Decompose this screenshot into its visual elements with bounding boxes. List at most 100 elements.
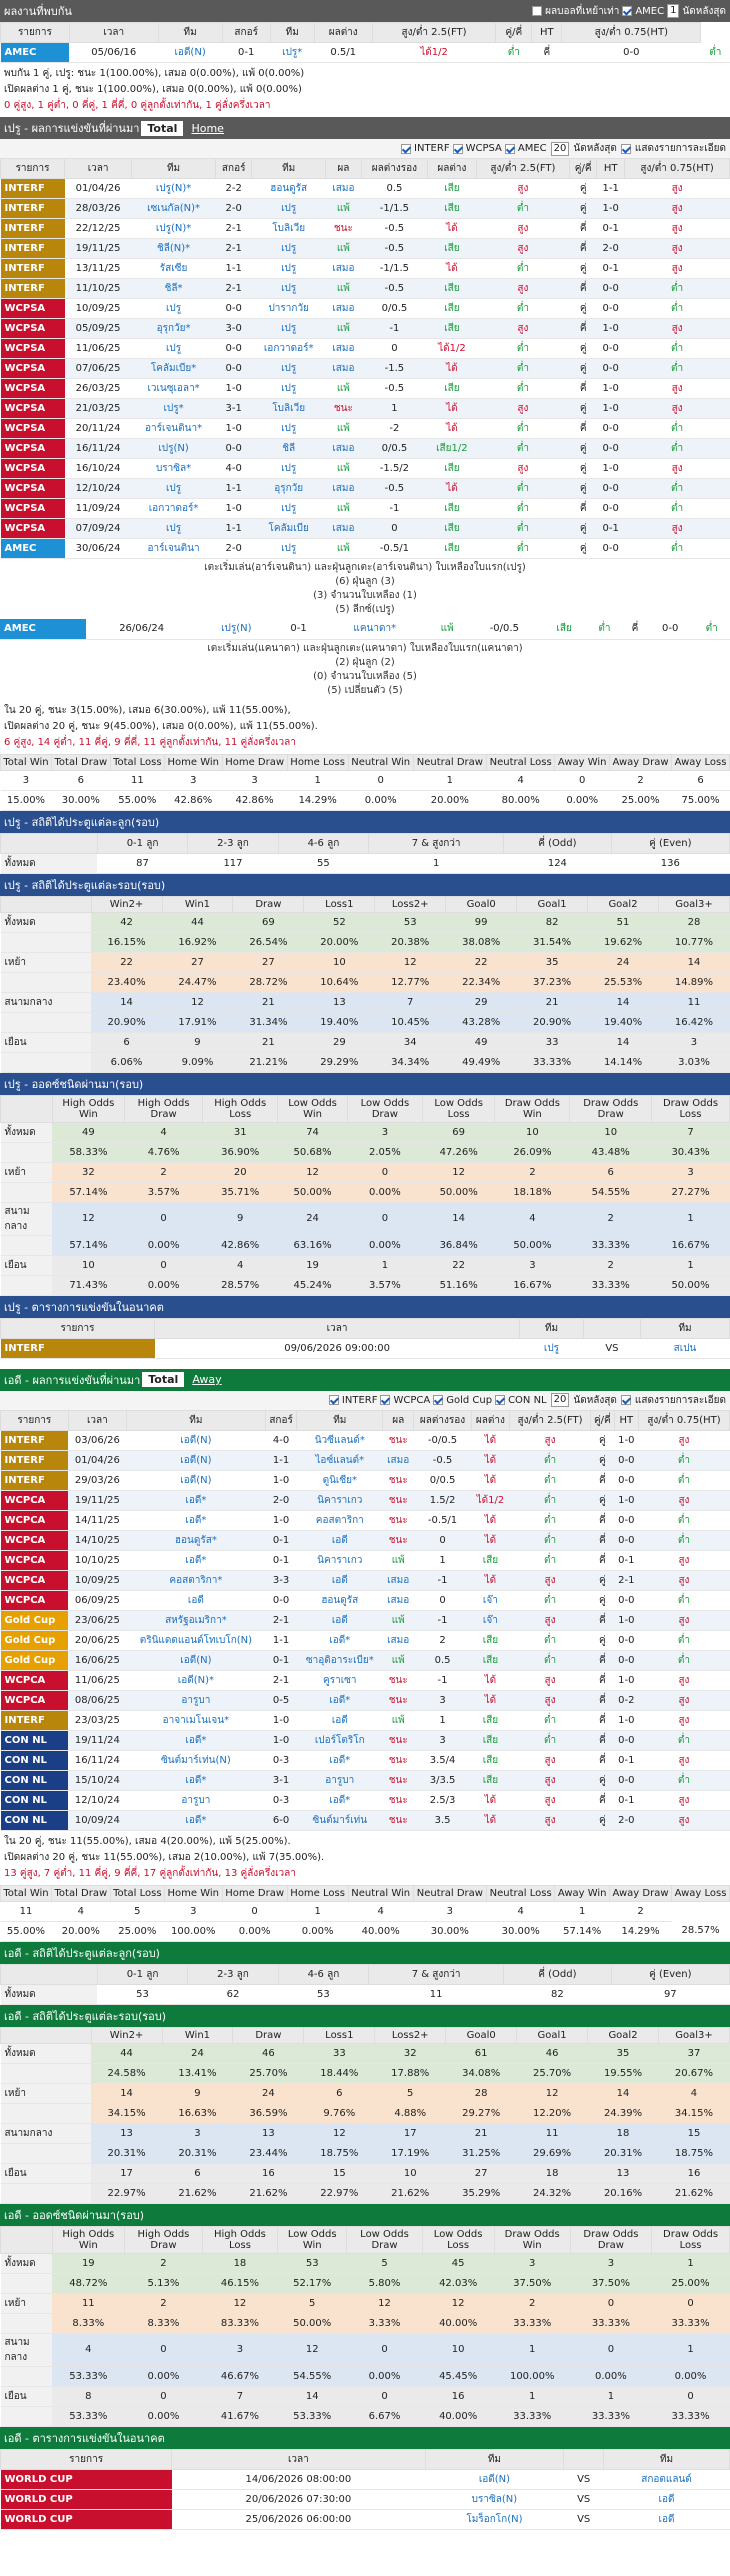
peru-cell-2[interactable]: เวเนซุเอลา* — [131, 378, 216, 399]
adi-fix-cell-2[interactable]: โมร็อกโก(N) — [425, 2509, 564, 2530]
peru-cell-2[interactable]: อุรุกวัย* — [131, 318, 216, 339]
tab-peru-home[interactable]: Home — [191, 121, 224, 135]
adi-cell-0[interactable]: WCPCA — [0, 1550, 69, 1571]
peru-cell-2[interactable]: ชิลี(N)* — [131, 238, 216, 259]
adi-fix-cell-4[interactable]: เอดี — [603, 2489, 730, 2510]
adi-cell-0[interactable]: WCPCA — [0, 1570, 69, 1591]
adi-cell-0[interactable]: INTERF — [0, 1470, 69, 1491]
adi-cell-2[interactable]: อาจาเมโนเจน* — [126, 1710, 266, 1731]
peru-cell-2[interactable]: อาร์เจนตินา* — [131, 418, 216, 439]
adi-cell-2[interactable]: เอดี(N) — [126, 1430, 266, 1451]
adi-cell-4[interactable]: ไอซ์แลนด์* — [296, 1450, 383, 1471]
adi-fix-cell-4[interactable]: เอดี — [603, 2509, 730, 2530]
peru-cell-4[interactable]: เปรู — [251, 498, 326, 519]
peru-cell-4[interactable]: เปรู — [251, 318, 326, 339]
peru-filter-checkbox-0[interactable] — [401, 143, 412, 154]
peru-cell-4[interactable]: เปรู — [251, 238, 326, 259]
h2h-cell-0[interactable]: AMEC — [0, 42, 70, 63]
peru-cell-4[interactable]: เอกวาดอร์* — [251, 338, 326, 359]
peru-cell-2[interactable]: รัสเซีย — [131, 258, 216, 279]
adi-cell-0[interactable]: INTERF — [0, 1450, 69, 1471]
peru-cell-0[interactable]: WCPSA — [0, 338, 65, 359]
adi-cell-0[interactable]: Gold Cup — [0, 1610, 69, 1631]
peru-cell-0[interactable]: INTERF — [0, 198, 65, 219]
adi-cell-4[interactable]: คอสตาริกา — [296, 1510, 383, 1531]
peru-count-select[interactable]: 20 — [550, 141, 570, 156]
peru-cell-0[interactable]: WCPSA — [0, 418, 65, 439]
peru-cell-4[interactable]: โบลิเวีย — [251, 218, 326, 239]
adi-fix-cell-0[interactable]: WORLD CUP — [0, 2489, 172, 2510]
adi-cell-4[interactable]: อารูบา — [296, 1770, 383, 1791]
adi-cell-0[interactable]: WCPCA — [0, 1510, 69, 1531]
peru-cell-4[interactable]: โคลัมเบีย — [251, 518, 326, 539]
peru-cell-2[interactable]: โคลัมเบีย* — [131, 358, 216, 379]
adi-count-select[interactable]: 20 — [550, 1393, 570, 1407]
peru-cell-2[interactable]: เปรู — [131, 518, 216, 539]
adi-cell-0[interactable]: CON NL — [0, 1730, 69, 1751]
peru-cell-4[interactable]: เปรู — [251, 418, 326, 439]
peru-fix-cell-4[interactable]: สเปน — [640, 1338, 730, 1359]
peru-cell-2[interactable]: เปรู(N)* — [131, 218, 216, 239]
adi-cell-2[interactable]: อารูบา — [126, 1790, 266, 1811]
peru-cell-0[interactable]: INTERF — [0, 278, 65, 299]
adi-cell-2[interactable]: ซินต์มาร์เท่น(N) — [126, 1750, 266, 1771]
adi-cell-4[interactable]: เอดี — [296, 1610, 383, 1631]
adi-cell-4[interactable]: เอดี — [296, 1570, 383, 1591]
adi-fix-cell-4[interactable]: สกอตแลนด์ — [603, 2469, 730, 2490]
peru-cell-4[interactable]: เปรู — [251, 258, 326, 279]
adi-cell-2[interactable]: ตรินิแดดแอนด์โทเบโก(N) — [126, 1630, 266, 1651]
adi-cell-4[interactable]: ซาอุดิอาระเบีย* — [296, 1650, 383, 1671]
peru-cell-2[interactable]: เอกวาดอร์* — [131, 498, 216, 519]
peru-cell-0[interactable]: WCPSA — [0, 318, 65, 339]
adi-cell-2[interactable]: เอดี — [126, 1590, 266, 1611]
adi-cell-4[interactable]: ฮอนดูรัส — [296, 1590, 383, 1611]
adi-fix-cell-2[interactable]: บราซิล(N) — [425, 2489, 564, 2510]
peru-cell-2[interactable]: เปรู(N)* — [131, 178, 216, 199]
peru-cell-4[interactable]: โบลิเวีย — [251, 398, 326, 419]
adi-cell-0[interactable]: WCPCA — [0, 1590, 69, 1611]
adi-filter-checkbox-0[interactable] — [328, 1395, 339, 1405]
peru-cell-0[interactable]: WCPSA — [0, 498, 65, 519]
peru-cell-0[interactable]: INTERF — [0, 258, 65, 279]
adi-cell-4[interactable]: เปอร์โตริโก — [296, 1730, 383, 1751]
adi-cell-4[interactable]: นิคาราเกว — [296, 1550, 383, 1571]
peru-filter-checkbox-1[interactable] — [452, 143, 463, 154]
adi-cell-4[interactable]: เอดี — [296, 1530, 383, 1551]
adi-cell-2[interactable]: เอดี(N) — [126, 1650, 266, 1671]
peru-cell-4[interactable]: เปรู — [251, 378, 326, 399]
peru-cell-4[interactable]: อุรุกวัย — [251, 478, 326, 499]
peru-fix-cell-0[interactable]: INTERF — [0, 1338, 155, 1359]
adi-cell-0[interactable]: WCPCA — [0, 1690, 69, 1711]
adi-cell-2[interactable]: ฮอนดูรัส* — [126, 1530, 266, 1551]
adi-cell-4[interactable]: เอดี — [296, 1710, 383, 1731]
peru-cell-4[interactable]: เปรู — [251, 278, 326, 299]
h2h-cell-2[interactable]: เอดี(N) — [158, 42, 223, 63]
peru-cell-4[interactable]: เปรู — [251, 358, 326, 379]
peru-cell-4[interactable]: เปรู — [251, 458, 326, 479]
peru-cell-4[interactable]: เปรู — [251, 538, 326, 559]
adi-cell-2[interactable]: เอดี* — [126, 1550, 266, 1571]
adi-fix-cell-0[interactable]: WORLD CUP — [0, 2469, 172, 2490]
peru-cell-0[interactable]: AMEC — [0, 538, 65, 559]
peru-cell-2[interactable]: เปรู — [131, 478, 216, 499]
peru-cell-2[interactable]: เปรู(N) — [131, 438, 216, 459]
adi-cell-2[interactable]: เอดี* — [126, 1810, 266, 1831]
adi-cell-2[interactable]: คอสตาริกา* — [126, 1570, 266, 1591]
adi-cell-2[interactable]: เอดี(N) — [126, 1470, 266, 1491]
adi-cell-0[interactable]: CON NL — [0, 1750, 69, 1771]
peru-cell-2[interactable]: บราซิล* — [131, 458, 216, 479]
amec-checkbox[interactable] — [622, 6, 633, 16]
adi-cell-0[interactable]: INTERF — [0, 1710, 69, 1731]
adi-cell-4[interactable]: นิวซีแลนด์* — [296, 1430, 383, 1451]
adi-cell-4[interactable]: เอดี* — [296, 1690, 383, 1711]
tab-peru-total[interactable]: Total — [141, 120, 184, 136]
tab-adi-away[interactable]: Away — [192, 1373, 222, 1386]
adi-cell-4[interactable]: ซินต์มาร์เท่น — [296, 1810, 383, 1831]
adi-cell-4[interactable]: คูราเซา — [296, 1670, 383, 1691]
adi-cell-2[interactable]: เอดี(N)* — [126, 1670, 266, 1691]
peru-cell-4[interactable]: ปารากวัย — [251, 298, 326, 319]
adi-cell-4[interactable]: นิคาราเกว — [296, 1490, 383, 1511]
peru-cell-0[interactable]: WCPSA — [0, 398, 65, 419]
adi-cell-0[interactable]: Gold Cup — [0, 1650, 69, 1671]
peru-cell-0[interactable]: WCPSA — [0, 518, 65, 539]
